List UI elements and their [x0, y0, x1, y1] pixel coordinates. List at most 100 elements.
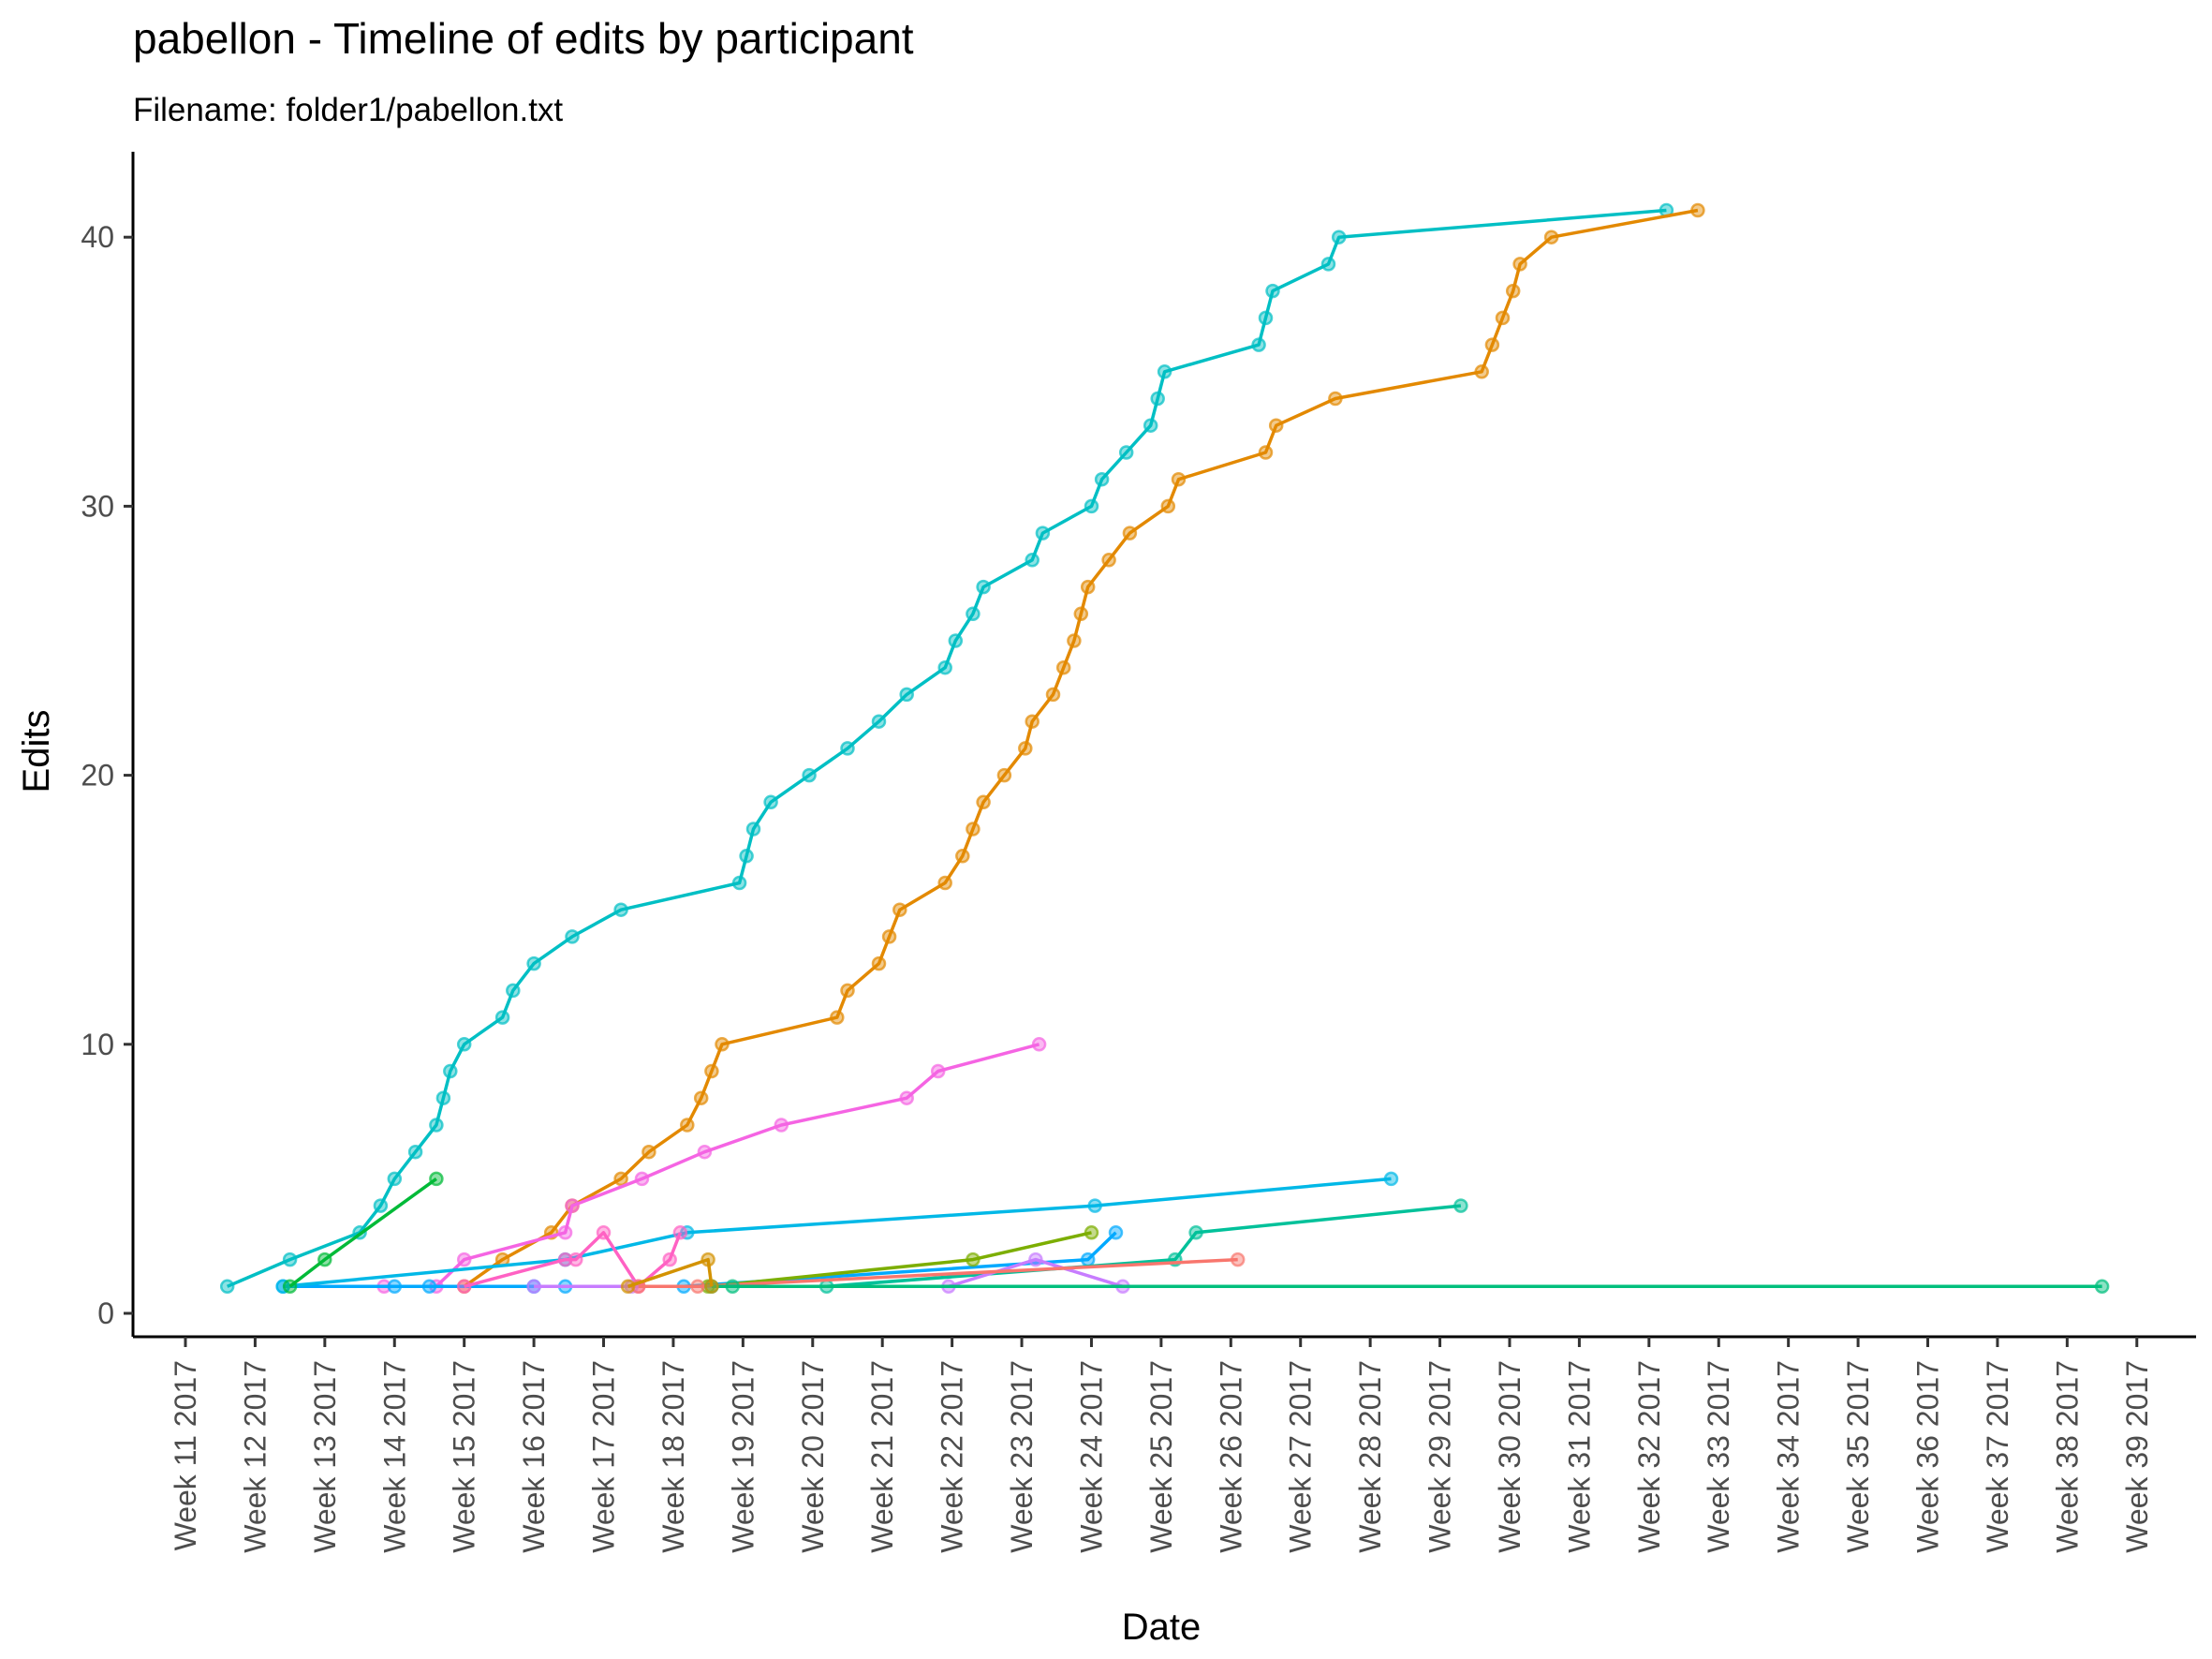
chart-subtitle: Filename: folder1/pabellon.txt [133, 92, 564, 128]
y-tick-label: 40 [81, 220, 114, 254]
x-tick-label: Week 21 2017 [865, 1360, 899, 1553]
data-point [2094, 1279, 2110, 1295]
data-point [387, 1279, 403, 1295]
data-point [1331, 230, 1347, 244]
data-point [966, 822, 981, 837]
data-point [966, 1252, 981, 1267]
x-tick-label: Week 34 2017 [1772, 1360, 1806, 1553]
data-point [1118, 445, 1134, 460]
data-point [976, 579, 991, 595]
data-point [1150, 391, 1165, 407]
x-tick-label: Week 11 2017 [169, 1360, 202, 1550]
x-tick-label: Week 24 2017 [1074, 1360, 1108, 1553]
x-axis-ticks: Week 11 2017 Week 12 2017 Week 13 2017 Week… [169, 1337, 2154, 1553]
y-axis-ticks: 0 10 20 30 40 [81, 220, 133, 1330]
data-point [840, 741, 855, 756]
x-tick-label: Week 22 2017 [936, 1360, 969, 1553]
data-point [892, 902, 907, 917]
x-tick-label: Week 17 2017 [587, 1360, 621, 1553]
x-tick-label: Week 28 2017 [1353, 1360, 1387, 1553]
data-point [899, 1090, 914, 1105]
data-point [634, 1171, 650, 1187]
x-tick-label: Week 33 2017 [1702, 1360, 1735, 1553]
data-point [704, 1063, 719, 1079]
data-point [421, 1279, 437, 1295]
series-line-8 [707, 1231, 1092, 1289]
data-point [557, 1252, 573, 1267]
data-point [700, 1252, 715, 1267]
x-tick-label: Week 29 2017 [1423, 1360, 1457, 1553]
data-point [899, 687, 914, 703]
x-tick-label: Week 20 2017 [796, 1360, 830, 1553]
series-line-0 [227, 208, 1667, 1288]
data-point [1028, 1252, 1043, 1267]
data-point [1073, 606, 1089, 622]
data-point [1025, 714, 1040, 729]
data-point [568, 1252, 583, 1267]
chart-title: pabellon - Timeline of edits by particip… [133, 14, 914, 63]
data-point [1067, 633, 1082, 648]
data-point [1505, 283, 1521, 299]
y-tick-label: 0 [97, 1296, 114, 1330]
data-point [1084, 1225, 1099, 1240]
data-point [662, 1252, 677, 1267]
y-tick-label: 30 [81, 489, 114, 523]
x-tick-label: Week 30 2017 [1493, 1360, 1526, 1553]
data-point [456, 1279, 472, 1295]
data-point [1171, 471, 1187, 487]
series-line-6 [288, 1177, 437, 1288]
data-point [613, 902, 628, 917]
series-line-3 [283, 1231, 1117, 1289]
x-tick-label: Week 25 2017 [1144, 1360, 1178, 1553]
data-point [937, 659, 952, 675]
data-point [1080, 1252, 1096, 1267]
data-point [1258, 310, 1274, 326]
data-point [435, 1090, 451, 1105]
data-point [1025, 553, 1040, 568]
data-point [680, 1118, 695, 1133]
series-line-4 [283, 1177, 1392, 1289]
data-point [690, 1279, 705, 1295]
data-point [565, 929, 580, 944]
data-point [1035, 526, 1051, 541]
data-point [282, 1252, 298, 1267]
data-point [1453, 1198, 1468, 1213]
data-point [955, 849, 970, 864]
data-point [1328, 391, 1343, 407]
y-tick-label: 20 [81, 759, 114, 792]
data-point [526, 955, 541, 971]
data-point [1512, 257, 1527, 272]
data-point [725, 1279, 740, 1295]
y-axis-title: Edits [16, 710, 57, 793]
data-point [494, 1010, 510, 1025]
x-tick-label: Week 36 2017 [1911, 1360, 1945, 1553]
data-point [976, 794, 991, 810]
data-point [830, 1010, 845, 1025]
data-point [840, 983, 855, 999]
data-point [715, 1037, 730, 1052]
data-point [526, 1279, 541, 1295]
x-tick-label: Week 19 2017 [726, 1360, 759, 1553]
data-point [739, 849, 754, 864]
series-line-1 [463, 208, 1699, 1288]
data-point [731, 875, 747, 891]
data-point [693, 1090, 709, 1105]
data-point [871, 955, 887, 971]
data-point [373, 1198, 389, 1213]
data-point [697, 1144, 713, 1160]
data-point [641, 1144, 656, 1160]
data-point [1045, 687, 1061, 703]
data-point [317, 1252, 332, 1267]
x-tick-label: Week 27 2017 [1284, 1360, 1318, 1553]
x-tick-label: Week 15 2017 [448, 1360, 481, 1553]
data-point [745, 822, 761, 837]
data-point [1230, 1252, 1246, 1267]
data-point [407, 1144, 423, 1160]
data-point [1143, 418, 1158, 433]
data-point [1122, 526, 1138, 541]
y-tick-label: 10 [81, 1028, 114, 1061]
x-tick-label: Week 23 2017 [1005, 1360, 1039, 1553]
series-line-7 [464, 1231, 683, 1289]
x-tick-label: Week 18 2017 [656, 1360, 690, 1553]
